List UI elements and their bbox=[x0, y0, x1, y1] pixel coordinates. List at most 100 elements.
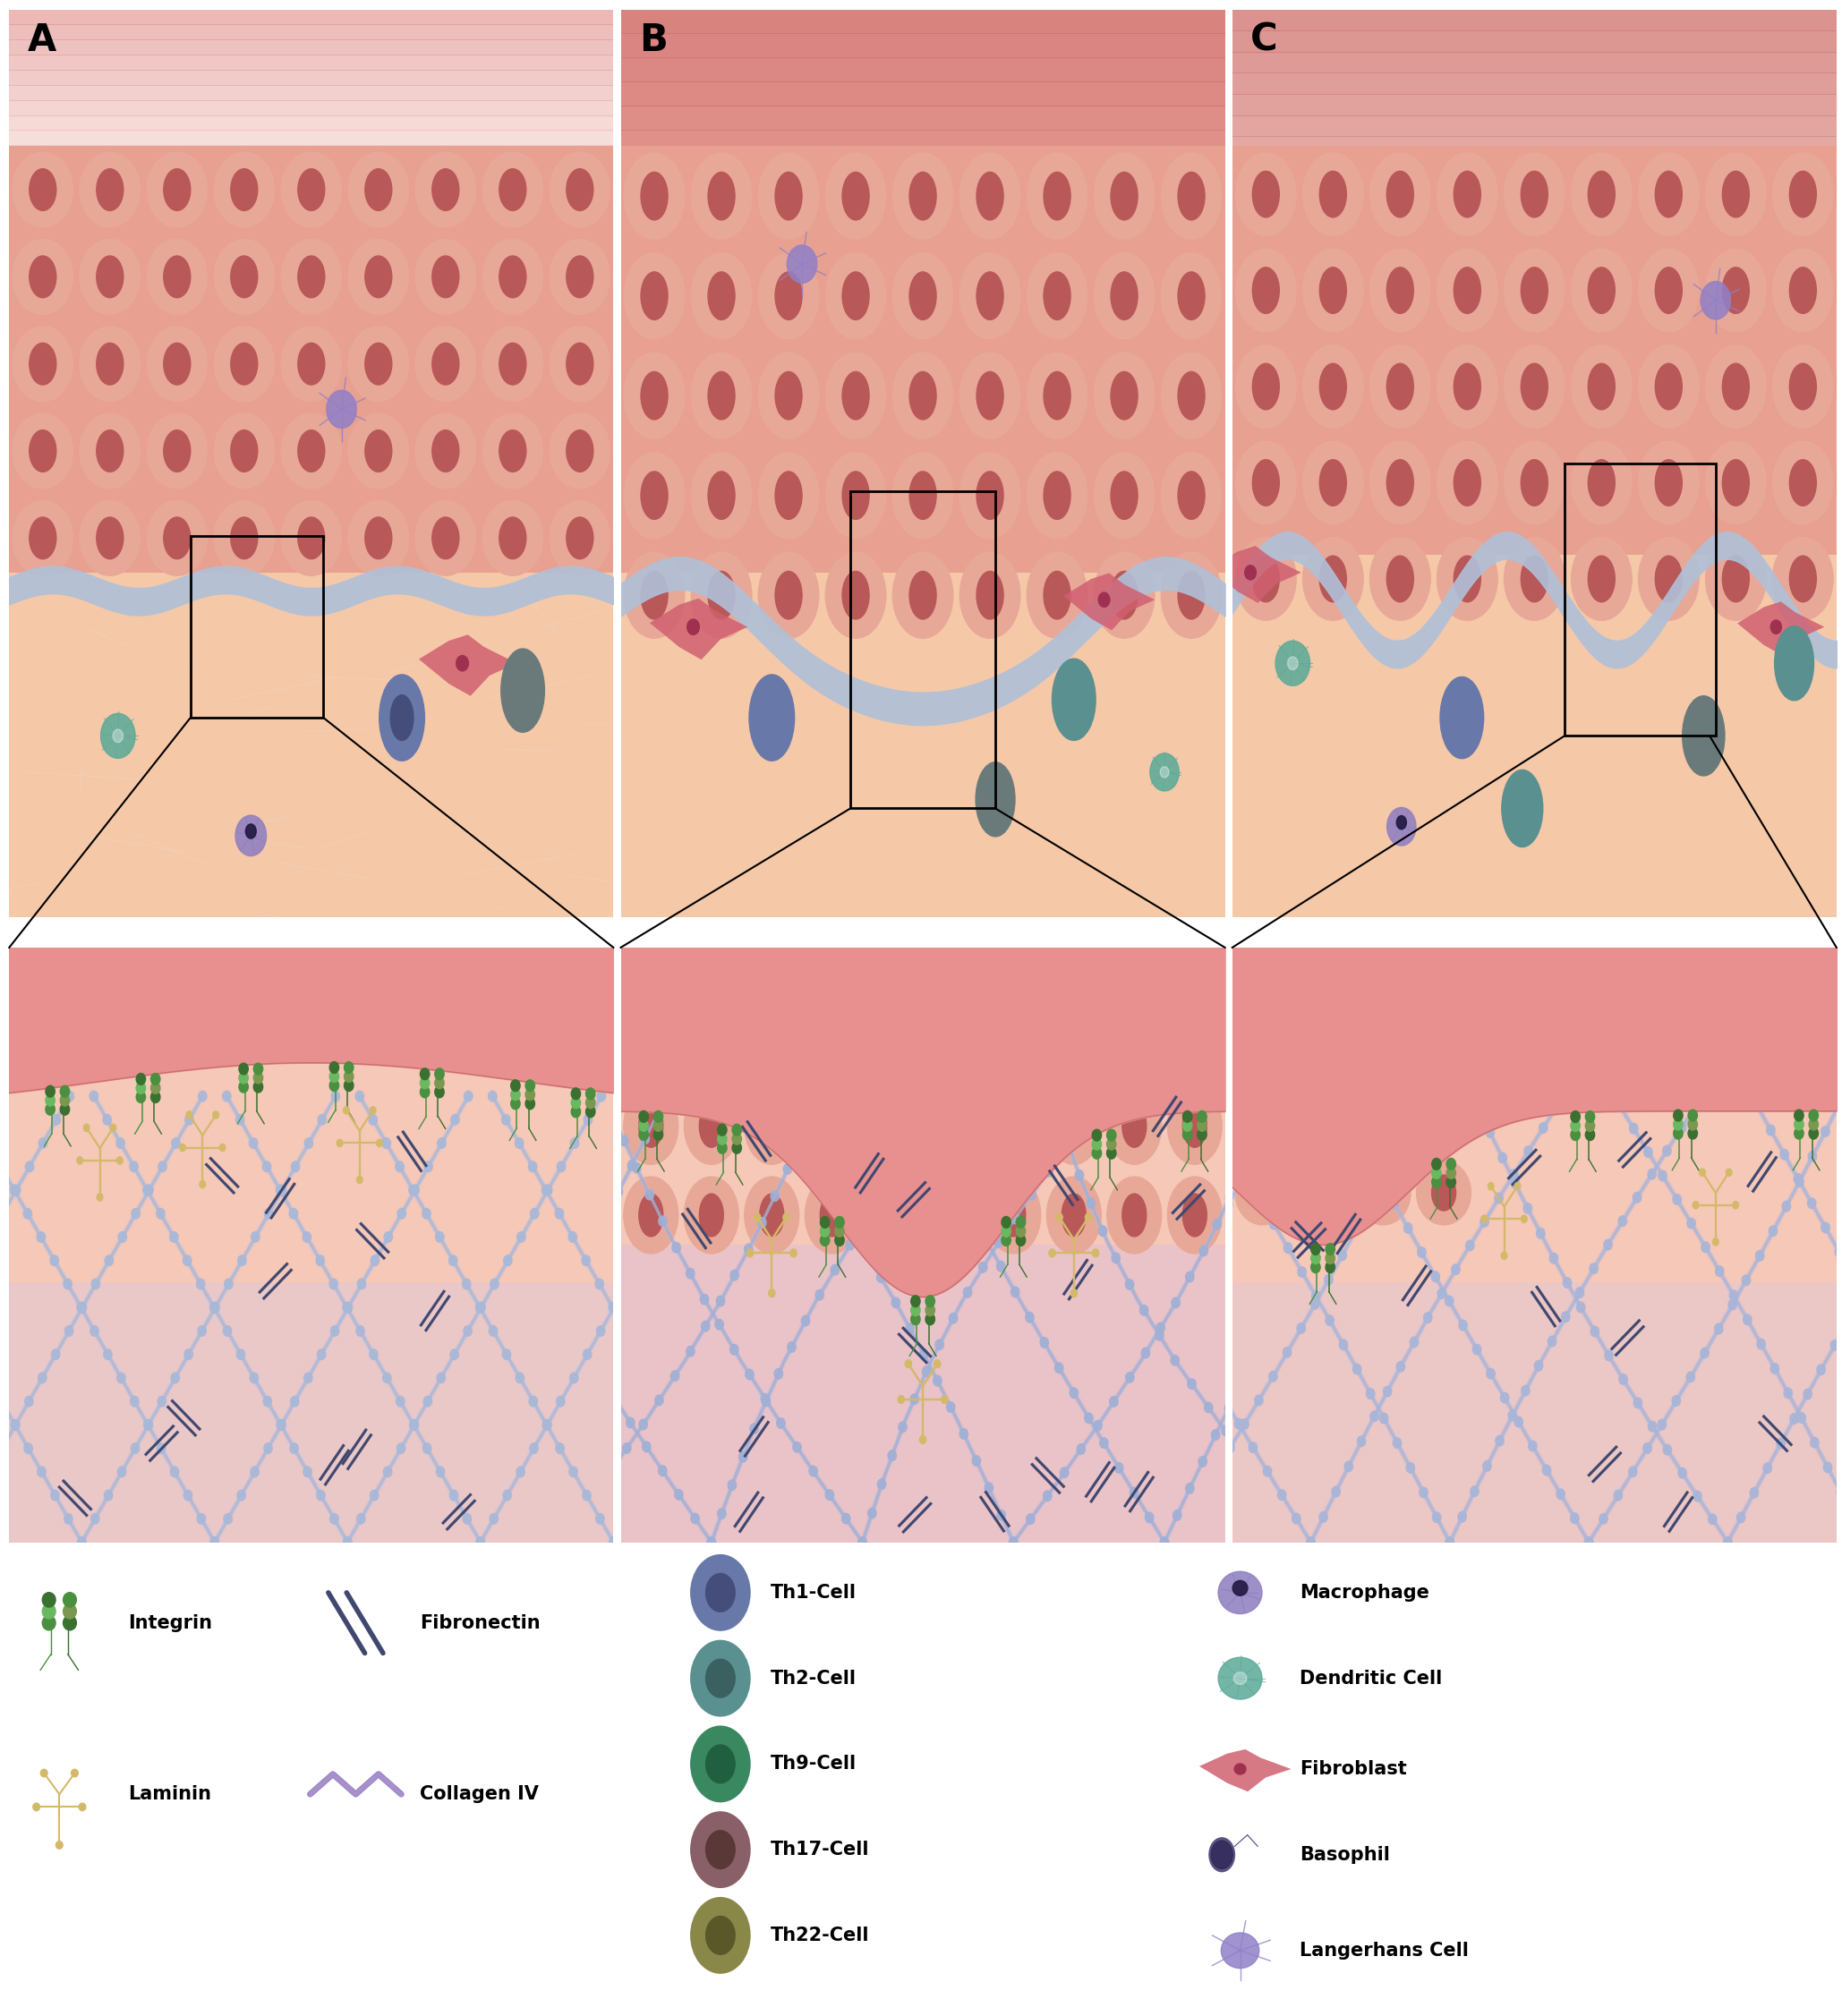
Ellipse shape bbox=[391, 952, 459, 1000]
Ellipse shape bbox=[549, 240, 610, 314]
Ellipse shape bbox=[1378, 1175, 1387, 1185]
Ellipse shape bbox=[774, 1369, 783, 1379]
Ellipse shape bbox=[525, 1099, 534, 1109]
Ellipse shape bbox=[414, 413, 475, 488]
Ellipse shape bbox=[1302, 442, 1363, 524]
Ellipse shape bbox=[1026, 353, 1087, 439]
Ellipse shape bbox=[1437, 442, 1498, 524]
Ellipse shape bbox=[343, 1536, 352, 1548]
Ellipse shape bbox=[1306, 1536, 1315, 1548]
Ellipse shape bbox=[1730, 1492, 1739, 1502]
Ellipse shape bbox=[510, 1081, 519, 1091]
Ellipse shape bbox=[1028, 1536, 1037, 1548]
Ellipse shape bbox=[995, 1373, 1002, 1385]
Ellipse shape bbox=[265, 1240, 273, 1252]
Ellipse shape bbox=[394, 1508, 403, 1520]
Ellipse shape bbox=[1437, 442, 1498, 524]
Ellipse shape bbox=[1702, 1387, 1711, 1397]
Ellipse shape bbox=[1498, 1454, 1507, 1466]
Ellipse shape bbox=[702, 1466, 711, 1478]
Ellipse shape bbox=[1275, 1494, 1284, 1504]
Ellipse shape bbox=[770, 1191, 779, 1202]
Ellipse shape bbox=[357, 1278, 367, 1288]
Ellipse shape bbox=[1251, 1149, 1260, 1161]
Ellipse shape bbox=[1124, 1466, 1133, 1476]
Ellipse shape bbox=[610, 1536, 617, 1548]
Ellipse shape bbox=[1422, 1208, 1431, 1220]
Ellipse shape bbox=[606, 1468, 615, 1478]
Ellipse shape bbox=[1588, 268, 1615, 312]
Ellipse shape bbox=[1186, 1272, 1194, 1282]
Ellipse shape bbox=[1183, 1514, 1190, 1524]
Ellipse shape bbox=[1394, 1157, 1404, 1167]
Ellipse shape bbox=[1382, 1115, 1389, 1125]
Ellipse shape bbox=[691, 1161, 698, 1171]
Ellipse shape bbox=[79, 413, 140, 488]
Ellipse shape bbox=[144, 1185, 151, 1195]
Ellipse shape bbox=[1039, 1322, 1048, 1333]
Ellipse shape bbox=[1534, 1361, 1544, 1371]
Ellipse shape bbox=[1352, 1081, 1361, 1091]
Ellipse shape bbox=[1706, 442, 1766, 524]
Ellipse shape bbox=[348, 413, 409, 488]
Ellipse shape bbox=[549, 153, 610, 228]
Ellipse shape bbox=[543, 1419, 551, 1429]
Ellipse shape bbox=[707, 371, 735, 419]
Ellipse shape bbox=[13, 240, 74, 314]
Ellipse shape bbox=[414, 240, 475, 314]
Ellipse shape bbox=[1638, 538, 1698, 621]
Ellipse shape bbox=[1326, 1244, 1335, 1254]
Ellipse shape bbox=[997, 1091, 1004, 1101]
Ellipse shape bbox=[752, 1079, 759, 1089]
Ellipse shape bbox=[1571, 250, 1632, 333]
Ellipse shape bbox=[230, 429, 258, 472]
Ellipse shape bbox=[1142, 1302, 1149, 1312]
Ellipse shape bbox=[61, 1087, 70, 1097]
Ellipse shape bbox=[1002, 1234, 1011, 1246]
Ellipse shape bbox=[729, 1345, 739, 1355]
Ellipse shape bbox=[414, 240, 475, 314]
Ellipse shape bbox=[158, 1397, 166, 1407]
Ellipse shape bbox=[1330, 1032, 1361, 1064]
Text: Langerhans Cell: Langerhans Cell bbox=[1299, 1941, 1468, 1960]
Ellipse shape bbox=[744, 1177, 799, 1254]
Ellipse shape bbox=[549, 413, 610, 488]
Ellipse shape bbox=[1002, 1020, 1070, 1077]
Ellipse shape bbox=[1444, 1296, 1453, 1306]
Ellipse shape bbox=[280, 1266, 289, 1276]
Ellipse shape bbox=[1588, 556, 1615, 603]
Ellipse shape bbox=[919, 1490, 928, 1502]
Ellipse shape bbox=[869, 966, 901, 998]
Ellipse shape bbox=[1614, 1536, 1621, 1548]
Ellipse shape bbox=[169, 1232, 179, 1242]
Ellipse shape bbox=[1571, 345, 1632, 427]
Ellipse shape bbox=[1809, 1127, 1818, 1139]
Polygon shape bbox=[621, 1244, 1225, 1542]
Ellipse shape bbox=[1809, 1109, 1818, 1121]
Ellipse shape bbox=[219, 1143, 225, 1151]
Ellipse shape bbox=[648, 1137, 656, 1149]
Ellipse shape bbox=[348, 327, 409, 401]
Ellipse shape bbox=[1312, 1175, 1335, 1212]
Ellipse shape bbox=[343, 1536, 352, 1548]
Ellipse shape bbox=[298, 518, 324, 558]
Ellipse shape bbox=[1221, 1161, 1230, 1171]
Ellipse shape bbox=[1020, 1327, 1030, 1337]
Ellipse shape bbox=[343, 1302, 352, 1312]
Ellipse shape bbox=[1505, 538, 1564, 621]
Polygon shape bbox=[1232, 137, 1836, 157]
Ellipse shape bbox=[820, 1226, 829, 1238]
Ellipse shape bbox=[543, 1314, 553, 1327]
Ellipse shape bbox=[530, 1208, 538, 1220]
Ellipse shape bbox=[1035, 1490, 1043, 1500]
Ellipse shape bbox=[1391, 1198, 1398, 1210]
Ellipse shape bbox=[1043, 1514, 1052, 1524]
Ellipse shape bbox=[914, 1137, 923, 1149]
Ellipse shape bbox=[691, 353, 752, 439]
Ellipse shape bbox=[1302, 442, 1363, 524]
Ellipse shape bbox=[1809, 1119, 1818, 1131]
Ellipse shape bbox=[927, 952, 995, 1010]
Ellipse shape bbox=[1085, 1214, 1092, 1222]
Ellipse shape bbox=[731, 1133, 742, 1145]
Ellipse shape bbox=[1160, 1536, 1168, 1548]
